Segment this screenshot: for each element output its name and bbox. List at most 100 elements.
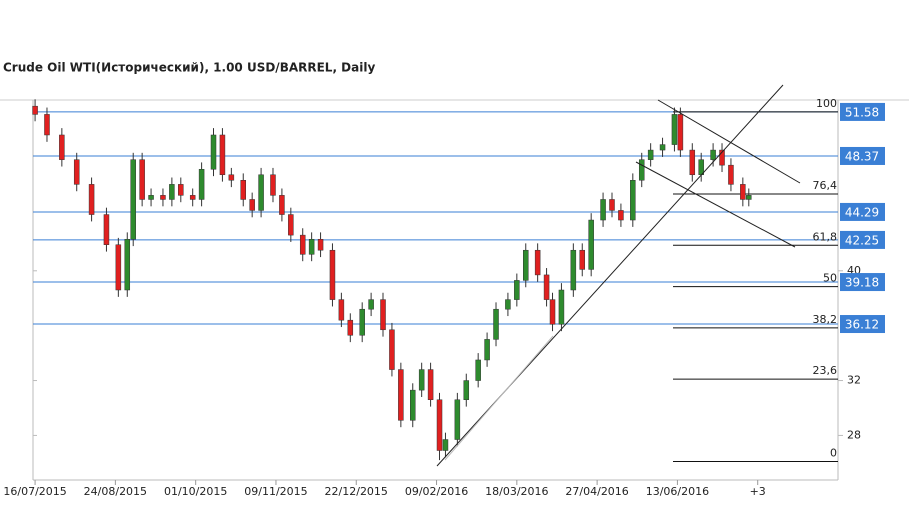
candle-body [219,134,226,176]
candle-body [249,199,255,211]
candle-body [288,214,294,236]
candle-body [505,299,511,310]
trend-line [444,335,554,461]
candle-body [689,149,696,176]
candle-body [710,149,716,160]
candle-body [463,380,470,400]
candle-body [659,144,666,151]
level-label-box [840,273,885,292]
candle-body [347,319,354,336]
candle-body [436,399,443,451]
candle-body [427,369,434,400]
channel-line [635,161,796,248]
fib-label: 23,6 [813,364,838,377]
candle-body [728,164,734,185]
candle-body [493,308,499,340]
candle-body [558,289,565,325]
candle-body [579,249,586,270]
candle-body [279,195,285,215]
fib-label: 61,8 [813,230,838,243]
candle-body [534,249,541,276]
candle-body [258,174,264,211]
level-label-box [840,102,885,121]
x-tick-label: 13/06/2016 [646,485,709,498]
fib-label: 50 [823,272,837,285]
candle-body [588,219,594,270]
x-tick-label: 18/03/2016 [485,485,548,498]
level-label: 48.37 [845,149,879,163]
trend-lines [436,84,801,467]
level-label: 42.25 [845,233,879,247]
candle-body [329,249,336,300]
candle-body [160,195,166,200]
candle-body [484,339,490,361]
candle-body [719,149,725,166]
candle-body [638,159,645,181]
candle-body [178,184,184,196]
candle-body [359,308,365,336]
chart-title: Crude Oil WTI(Исторический), 1.00 USD/BA… [3,61,375,75]
candle-body [380,299,386,331]
candle-body [514,280,520,300]
candle-body [73,159,80,185]
level-label: 44.29 [845,205,879,219]
candle-body [44,114,50,136]
candle-body [210,134,217,170]
channel-line [657,99,801,184]
candle-body [618,210,624,221]
candle-body [677,114,684,151]
fib-label: 38,2 [813,313,838,326]
candle-body [630,180,636,221]
candle-body [270,174,276,196]
candle-body [600,199,606,221]
candle-body [169,184,175,200]
x-tick-label: 09/11/2015 [244,485,307,498]
x-tick-label: 16/07/2015 [3,485,66,498]
candle-body [398,369,404,421]
level-label: 51.58 [845,105,879,119]
candle-body [740,184,746,200]
candle-body [32,105,38,115]
candle-body [410,389,416,421]
candle-body [609,199,615,211]
candle-body [198,169,205,200]
candle-body [59,134,65,160]
candle-body [368,299,374,310]
candle-body [299,234,306,255]
x-tick-label: 09/02/2016 [405,485,468,498]
fib-label: 100 [816,97,837,110]
candle-body [418,369,425,391]
candle-body [389,329,395,370]
level-label-box [840,230,885,249]
candle-body [543,274,550,300]
candle-body [647,149,654,160]
level-label: 36.12 [845,318,879,332]
candle-body [139,159,145,200]
candle-body [189,195,196,200]
x-tick-label: 24/08/2015 [84,485,147,498]
candle-body [124,238,131,291]
candle-body [442,439,449,451]
candle-body [317,238,324,251]
y-tick-label: 28 [847,428,861,441]
x-tick-label: 27/04/2016 [565,485,628,498]
candle-body [308,238,315,255]
x-tick-label: +3 [750,485,766,498]
y-tick-label: 32 [847,374,861,387]
x-tick-label: 01/10/2015 [164,485,227,498]
candle-body [88,184,95,215]
candle-body [228,174,235,181]
candle-body [475,359,481,381]
candle-body [746,195,752,200]
candle-body [130,159,136,240]
candle-body [454,399,461,440]
plot [32,99,843,485]
fib-label: 0 [830,446,837,459]
candle-body [523,249,529,281]
candle-body [671,114,678,145]
fib-label: 76,4 [813,179,838,192]
candle-body [103,214,110,245]
level-label: 39.18 [845,276,879,290]
candle-body [338,299,345,321]
